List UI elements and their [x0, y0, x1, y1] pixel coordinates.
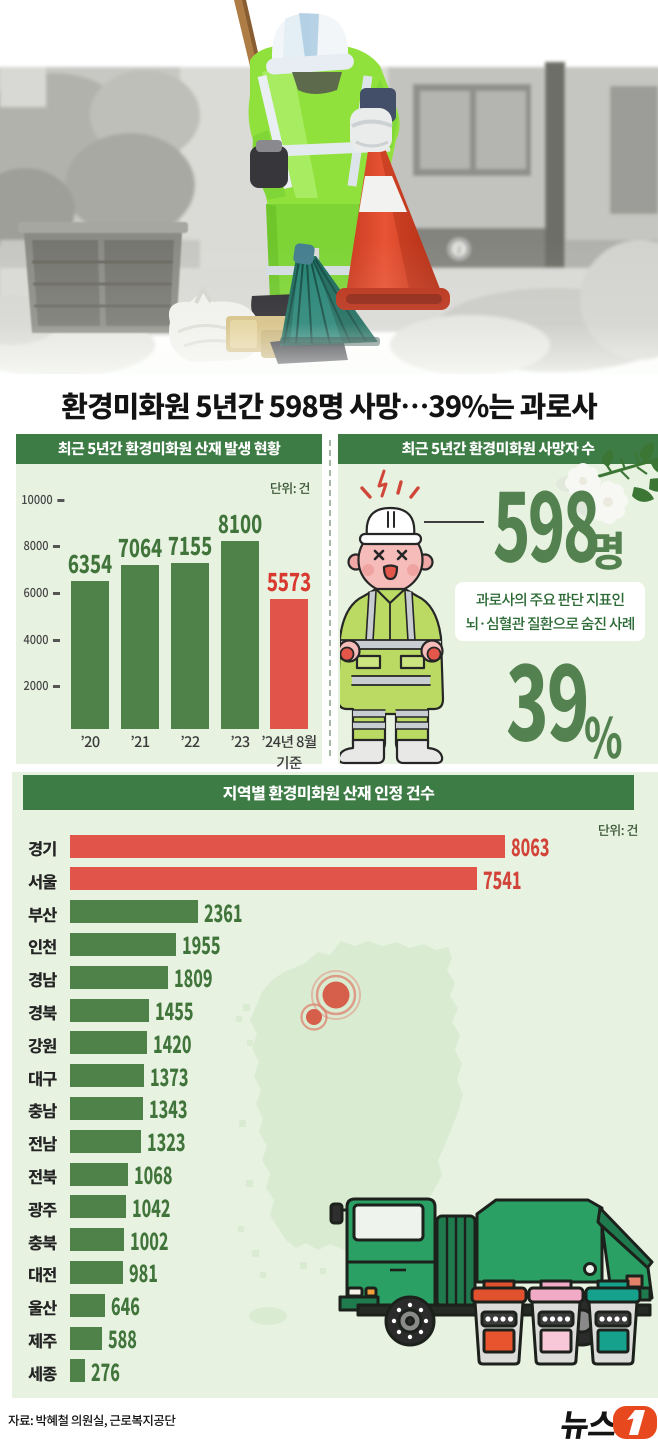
- svg-text:뉴스: 뉴스: [558, 1400, 620, 1442]
